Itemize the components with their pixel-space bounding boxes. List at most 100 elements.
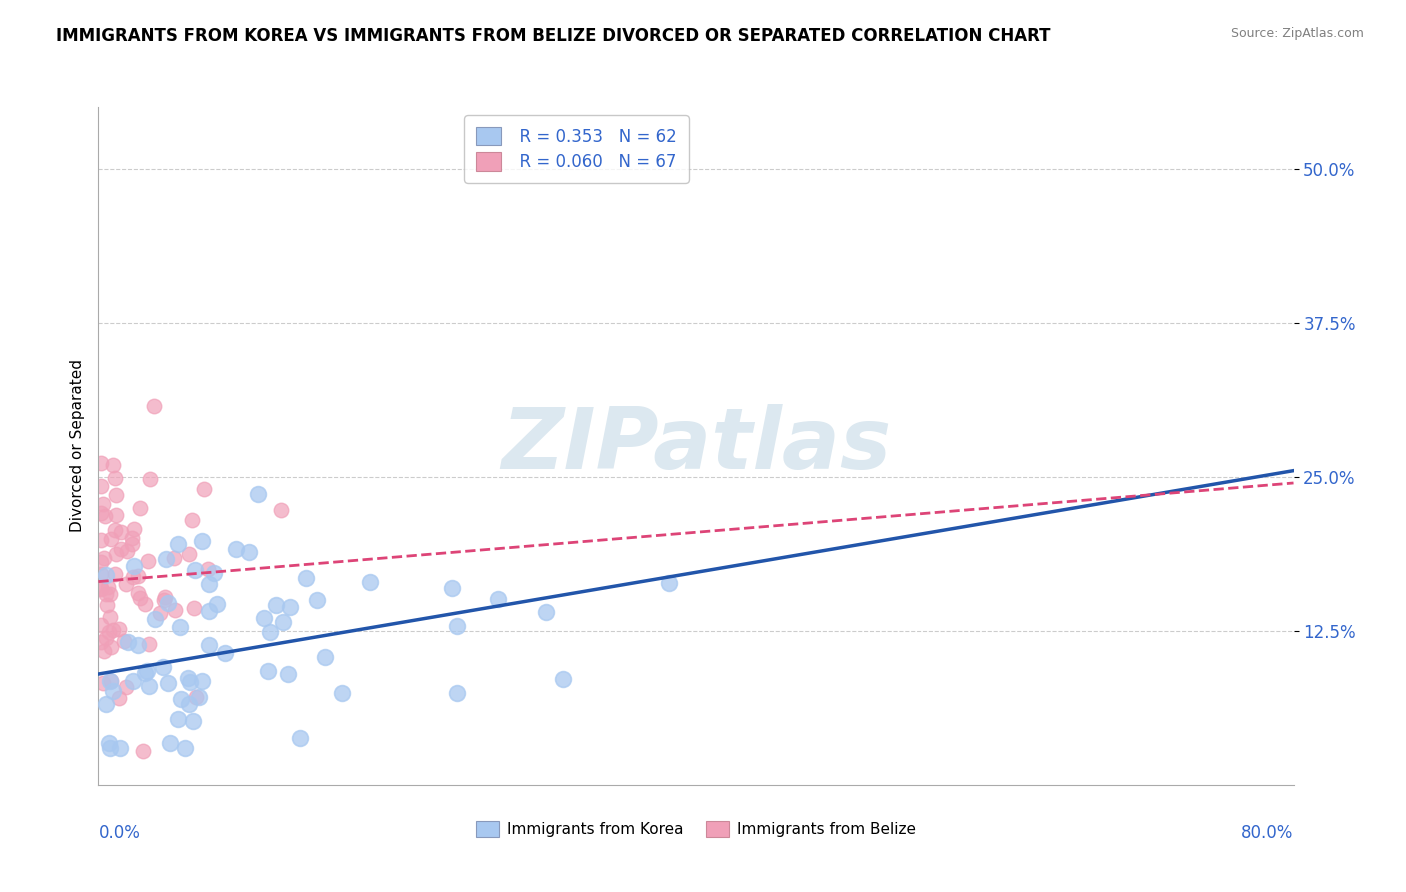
- Point: [307, 592, 329, 607]
- Point: [167, 712, 190, 726]
- Point: [170, 691, 193, 706]
- Point: [90, 566, 112, 581]
- Point: [108, 691, 131, 706]
- Point: [181, 714, 204, 728]
- Point: [314, 649, 336, 664]
- Point: [94, 508, 117, 523]
- Point: [167, 537, 190, 551]
- Point: [156, 596, 179, 610]
- Point: [90, 581, 112, 595]
- Point: [110, 525, 132, 540]
- Point: [104, 488, 127, 502]
- Point: [153, 590, 176, 604]
- Point: [103, 623, 125, 637]
- Point: [446, 686, 468, 700]
- Point: [197, 562, 219, 576]
- Point: [110, 541, 132, 556]
- Point: [191, 674, 214, 689]
- Text: 80.0%: 80.0%: [1241, 824, 1294, 842]
- Point: [101, 684, 124, 698]
- Point: [181, 513, 204, 527]
- Point: [290, 731, 312, 745]
- Point: [94, 697, 117, 711]
- Point: [90, 456, 112, 470]
- Point: [90, 555, 112, 569]
- Point: [90, 617, 112, 632]
- Point: [97, 624, 120, 639]
- Point: [177, 547, 200, 561]
- Point: [115, 577, 138, 591]
- Point: [247, 486, 270, 500]
- Point: [193, 482, 215, 496]
- Point: [94, 568, 117, 582]
- Point: [149, 606, 172, 620]
- Point: [657, 576, 679, 591]
- Point: [115, 544, 138, 558]
- Legend: Immigrants from Korea, Immigrants from Belize: Immigrants from Korea, Immigrants from B…: [468, 814, 924, 845]
- Point: [184, 690, 207, 704]
- Point: [107, 622, 129, 636]
- Point: [277, 666, 299, 681]
- Text: Source: ZipAtlas.com: Source: ZipAtlas.com: [1230, 27, 1364, 40]
- Point: [294, 571, 316, 585]
- Point: [238, 545, 260, 559]
- Point: [122, 570, 145, 584]
- Point: [134, 665, 156, 680]
- Point: [330, 686, 353, 700]
- Point: [486, 591, 509, 606]
- Point: [165, 603, 187, 617]
- Point: [155, 551, 177, 566]
- Point: [191, 534, 214, 549]
- Point: [90, 582, 112, 596]
- Point: [93, 644, 115, 658]
- Point: [184, 563, 207, 577]
- Point: [90, 634, 112, 648]
- Point: [105, 508, 128, 522]
- Point: [142, 399, 165, 413]
- Point: [100, 533, 122, 547]
- Point: [100, 610, 122, 624]
- Point: [169, 620, 191, 634]
- Point: [96, 631, 118, 645]
- Point: [270, 503, 292, 517]
- Point: [257, 664, 280, 678]
- Point: [198, 604, 221, 618]
- Point: [93, 551, 115, 566]
- Point: [127, 568, 149, 582]
- Point: [98, 587, 121, 601]
- Point: [536, 605, 558, 619]
- Point: [446, 619, 468, 633]
- Point: [553, 672, 575, 686]
- Point: [177, 671, 200, 685]
- Point: [179, 674, 201, 689]
- Point: [271, 615, 294, 630]
- Point: [156, 675, 179, 690]
- Point: [153, 593, 176, 607]
- Point: [138, 679, 160, 693]
- Point: [134, 597, 156, 611]
- Point: [135, 664, 157, 678]
- Point: [121, 531, 143, 545]
- Point: [100, 640, 122, 654]
- Point: [98, 741, 121, 756]
- Point: [138, 637, 160, 651]
- Point: [105, 547, 128, 561]
- Y-axis label: Divorced or Separated: Divorced or Separated: [69, 359, 84, 533]
- Point: [132, 744, 155, 758]
- Point: [90, 533, 112, 548]
- Point: [183, 601, 205, 615]
- Point: [104, 470, 127, 484]
- Point: [202, 566, 225, 581]
- Point: [143, 611, 166, 625]
- Point: [173, 741, 195, 756]
- Point: [177, 698, 200, 712]
- Point: [115, 681, 138, 695]
- Point: [108, 741, 131, 756]
- Point: [104, 524, 127, 538]
- Point: [225, 541, 247, 556]
- Point: [104, 566, 127, 581]
- Point: [100, 674, 122, 689]
- Point: [252, 611, 274, 625]
- Point: [162, 550, 184, 565]
- Point: [159, 736, 181, 750]
